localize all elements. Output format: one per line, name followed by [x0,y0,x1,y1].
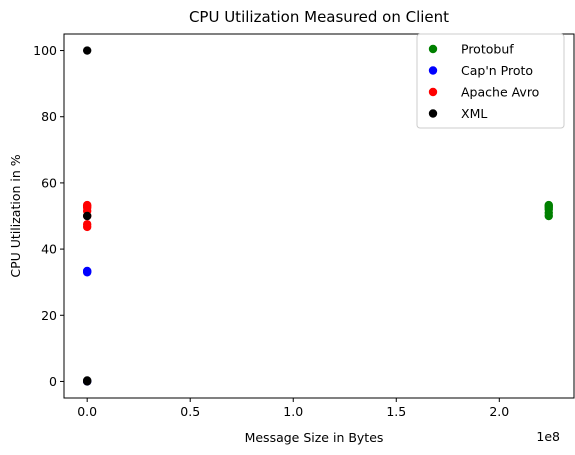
y-tick-label: 20 [41,308,57,323]
x-axis-label: Message Size in Bytes [245,430,384,445]
y-tick-label: 60 [41,175,57,190]
legend-box [416,33,565,129]
legend-label: Protobuf [461,42,514,57]
y-tick-label: 0 [49,374,57,389]
series-xml [82,46,92,386]
legend-marker [428,109,438,118]
legend: Protobuf Cap'n Proto Apache Avro XML [416,33,565,129]
x-tick-label: 0.5 [180,404,200,419]
x-tick-label: 1.5 [386,404,406,419]
y-tick-label: 40 [41,242,57,257]
series-protobuf [544,200,553,221]
legend-marker [428,66,438,75]
legend-marker [428,87,438,97]
data-point [82,200,92,210]
y-axis: 0 20 40 60 80 100 [33,43,64,389]
data-point [82,266,92,276]
x-offset-label: 1e8 [536,429,560,444]
y-axis-label: CPU Utilization in % [8,154,23,277]
data-point [82,220,92,229]
data-point [82,211,92,221]
data-point [82,46,92,55]
data-point [82,376,92,385]
x-tick-label: 2.0 [489,404,509,419]
series-apache-avro [82,200,92,232]
x-axis: 0.0 0.5 1.0 1.5 2.0 [77,398,509,419]
legend-label: XML [461,106,487,121]
legend-label: Apache Avro [461,85,539,100]
legend-marker [428,44,438,54]
data-point [544,203,553,212]
chart-title: CPU Utilization Measured on Client [189,8,449,26]
y-tick-label: 100 [33,43,57,58]
x-tick-label: 0.0 [77,404,97,419]
axes-frame [63,33,575,399]
legend-label: Cap'n Proto [461,63,533,78]
data-points [82,46,553,386]
plot-area [63,33,575,399]
series-cap-n-proto [82,266,92,386]
x-tick-label: 1.0 [283,404,303,419]
y-tick-label: 80 [41,109,57,124]
